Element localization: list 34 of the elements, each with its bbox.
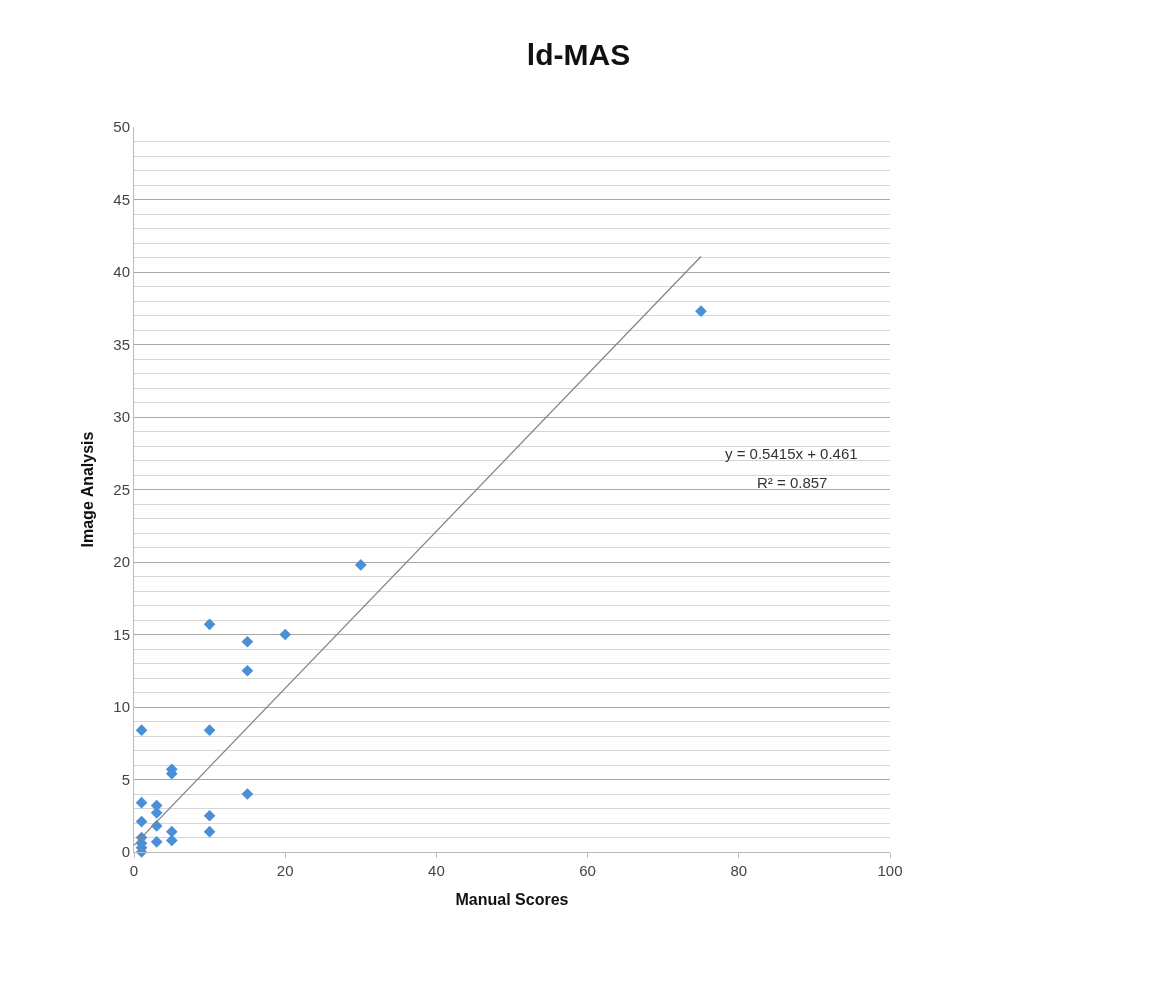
y-tick-label: 35 xyxy=(113,335,130,353)
point xyxy=(135,815,148,828)
y-tick-label: 25 xyxy=(113,480,130,498)
y-tick-label: 45 xyxy=(113,190,130,208)
x-tick-label: 40 xyxy=(428,862,445,879)
point xyxy=(150,836,163,848)
x-tick-label: 20 xyxy=(276,862,294,879)
chart-title: ld-MAS xyxy=(526,38,631,72)
annotation: R² = 0.857 xyxy=(757,474,828,491)
y-tick-label: 15 xyxy=(113,625,130,643)
point xyxy=(279,628,292,641)
point xyxy=(135,724,148,737)
y-axis-title: Image Analysis xyxy=(79,431,97,548)
point xyxy=(241,788,254,800)
point xyxy=(203,809,216,822)
y-tick-label: 50 xyxy=(113,118,130,136)
point xyxy=(241,635,254,648)
x-tick-label: 100 xyxy=(877,862,903,879)
point xyxy=(203,618,216,631)
point xyxy=(203,825,216,838)
y-tick-label: 20 xyxy=(113,553,130,571)
point xyxy=(135,796,148,809)
y-tick-label: 30 xyxy=(113,408,130,426)
point xyxy=(241,664,254,677)
x-tick-label: 80 xyxy=(730,862,748,879)
y-tick-label: 5 xyxy=(121,770,130,788)
x-tick-label: 60 xyxy=(579,862,596,879)
y-tick-label: 10 xyxy=(113,698,130,716)
point xyxy=(354,559,367,571)
y-tick-label: 0 xyxy=(121,843,130,861)
annotation: y = 0.5415x + 0.461 xyxy=(725,445,858,462)
y-tick-label: 40 xyxy=(113,263,130,281)
x-axis-title: Manual Scores xyxy=(455,890,569,908)
point xyxy=(203,724,216,737)
